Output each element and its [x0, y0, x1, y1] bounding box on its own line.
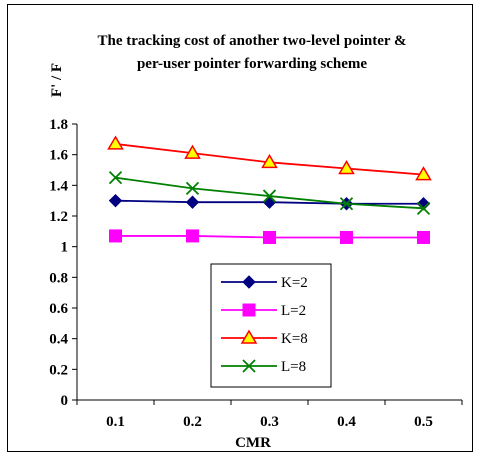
y-tick-label: 1.2 [49, 209, 68, 225]
legend-entry-k-8: K=8 [221, 329, 308, 347]
y-tick-label: 1 [61, 240, 69, 256]
y-tick-label: 1.8 [49, 117, 68, 133]
legend-label-k-2: K=2 [281, 275, 308, 291]
x-tick-label: 0.4 [337, 414, 356, 430]
data-point-l-2 [109, 229, 122, 243]
legend-label-k-8: K=8 [281, 331, 308, 347]
y-tick-label: 1.4 [49, 178, 68, 194]
data-point-k-2 [262, 195, 277, 209]
legend-marker-l-8-stroke [242, 359, 256, 373]
x-tick-label: 0.5 [414, 414, 433, 430]
data-point-l-8-stroke [339, 197, 354, 211]
data-point-l-8 [416, 201, 431, 215]
data-point-l-2 [417, 230, 430, 244]
y-axis-label: F' / F [49, 63, 65, 97]
data-point-k-8 [415, 166, 432, 181]
data-point-l-2 [186, 229, 199, 243]
x-axis-label: CMR [235, 435, 271, 451]
legend-marker-l-2 [242, 303, 256, 317]
data-point-l-8-stroke [108, 171, 123, 185]
y-tick-label: 0 [61, 393, 69, 409]
legend-entry-k-2: K=2 [221, 275, 308, 291]
data-point-k-8 [107, 135, 124, 150]
x-tick-label: 0.1 [106, 414, 125, 430]
data-point-k-2 [185, 195, 200, 209]
data-point-k-8 [184, 144, 201, 159]
legend-label-l-8: L=8 [281, 359, 306, 375]
x-tick-label: 0.2 [183, 414, 202, 430]
y-tick-label: 0.2 [49, 362, 68, 378]
legend-entry-l-8: L=8 [221, 359, 306, 375]
data-point-k-2 [108, 193, 123, 208]
x-tick-label: 0.3 [260, 414, 279, 430]
legend: K=2 L=2 K=8 L=8 [210, 263, 332, 388]
y-tick-label: 0.8 [49, 270, 68, 286]
legend-marker-k-2 [242, 275, 256, 289]
legend-marker-l-8 [242, 359, 256, 373]
data-point-l-8 [108, 171, 123, 185]
plot-area: 0 0.2 0.4 0.6 0.8 1 1.2 1.4 1.6 1.8 0.1 0.2 0.3 0.4 0.… [49, 117, 463, 430]
legend-label-l-2: L=2 [281, 303, 306, 319]
legend-marker-k-8 [240, 329, 258, 344]
data-point-l-8-stroke [185, 181, 200, 196]
data-point-k-8 [261, 153, 278, 169]
data-point-l-2 [340, 230, 353, 244]
data-point-k-2 [416, 197, 431, 211]
data-point-l-8 [262, 189, 277, 203]
data-point-k-8 [338, 159, 355, 175]
data-point-l-8-stroke [262, 189, 277, 203]
y-tick-label: 1.6 [49, 148, 68, 164]
data-point-l-2 [263, 230, 276, 244]
y-tick-label: 0.4 [49, 332, 68, 348]
y-tick-label: 0.6 [49, 301, 68, 317]
chart-title-line-1: The tracking cost of another two-level p… [98, 33, 407, 49]
data-point-l-8 [339, 197, 354, 211]
chart-title-line-2: per-user pointer forwarding scheme [137, 56, 367, 72]
data-point-l-8-stroke [416, 201, 431, 215]
data-point-l-8 [185, 181, 200, 196]
legend-entry-l-2: L=2 [221, 303, 306, 319]
